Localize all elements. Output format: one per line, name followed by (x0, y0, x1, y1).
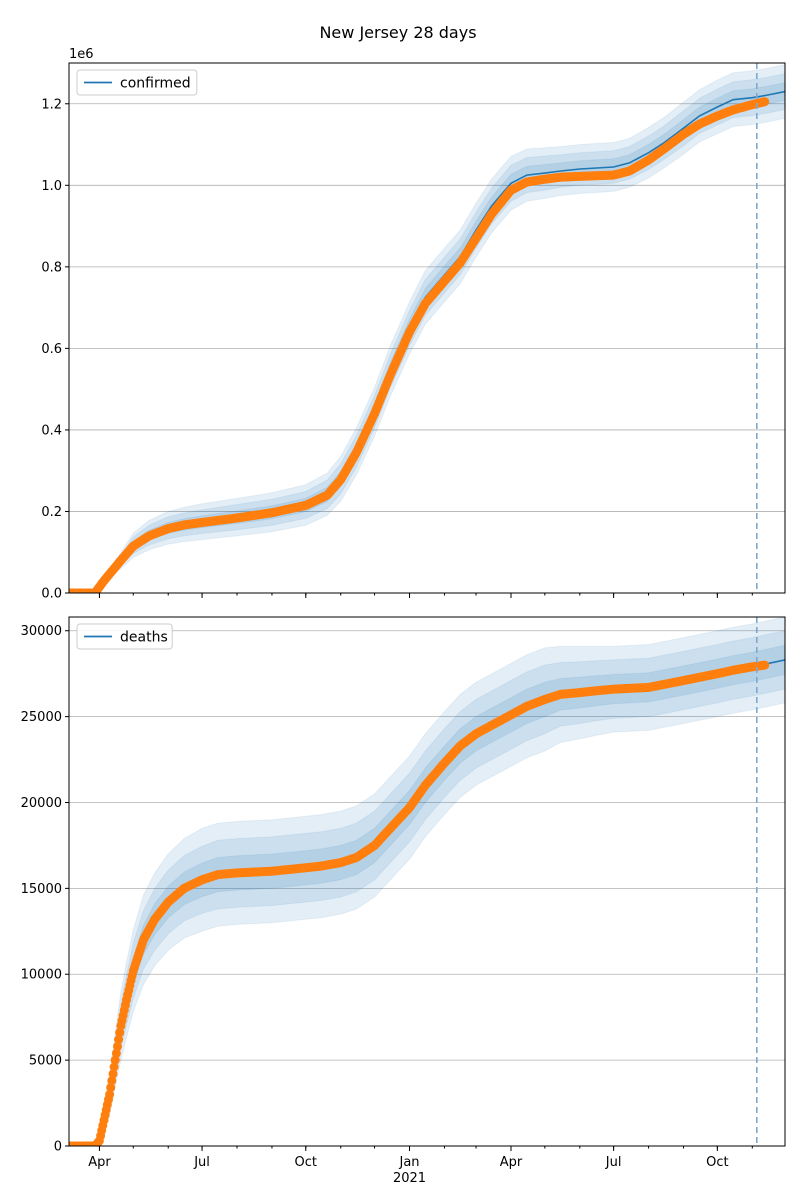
y-tick-label: 0.8 (41, 260, 62, 275)
confirmed-chart: 0.0 0.2 0.4 0.6 0.8 1.0 1.2 1e6 confirmed (41, 47, 786, 602)
x-tick-label: Apr (88, 1155, 111, 1170)
legend-box (76, 69, 198, 96)
x-tick-label: Jul (193, 1155, 210, 1170)
deaths-chart: 0 5000 10000 15000 20000 25000 30000 Apr Jul Oct J… (21, 616, 786, 1186)
y-tick-label: 15000 (21, 882, 62, 897)
observed-point (107, 1076, 117, 1086)
y-tick-label: 30000 (21, 624, 62, 639)
observed-point (109, 1062, 119, 1072)
y-tick-label: 20000 (21, 796, 62, 811)
y-tick-label: 0 (54, 1140, 62, 1155)
legend-box (76, 623, 173, 650)
y-tick-label: 0.2 (41, 505, 62, 520)
observed-point (115, 1028, 125, 1038)
grid-lines (69, 630, 785, 1061)
x-tick-label: Jul (605, 1155, 622, 1170)
y-tick-label: 0.0 (41, 587, 62, 602)
x-year-label: 2021 (393, 1171, 426, 1186)
figure-title: New Jersey 28 days (319, 23, 476, 42)
legend: confirmed (76, 69, 198, 96)
observed-points (69, 660, 770, 1146)
y-axis: 0.0 0.2 0.4 0.6 0.8 1.0 1.2 1e6 (41, 47, 93, 602)
y-tick-label: 1.0 (41, 179, 62, 194)
axes-frame (68, 616, 786, 1147)
y-tick-label: 0.6 (41, 342, 62, 357)
y-tick-label: 5000 (29, 1054, 62, 1069)
legend-label: deaths (120, 630, 168, 646)
y-tick-label: 25000 (21, 710, 62, 725)
observed-point (106, 1083, 116, 1093)
y-offset-label: 1e6 (69, 47, 94, 62)
forecast-band-inner (69, 644, 785, 1146)
x-tick-label: Oct (706, 1155, 728, 1170)
plot-area (69, 617, 785, 1146)
x-axis: Apr Jul Oct Jan Apr Jul Oct 2021 (88, 1146, 753, 1186)
legend-label: confirmed (120, 76, 191, 92)
y-tick-label: 1.2 (41, 97, 62, 112)
observed-point (114, 1035, 124, 1044)
legend: deaths (76, 623, 173, 650)
observed-point (760, 97, 770, 107)
observed-point (113, 1041, 122, 1051)
axes-frame (68, 62, 786, 594)
x-axis (98, 593, 753, 598)
observed-point (105, 1090, 115, 1099)
x-tick-label: Oct (295, 1155, 317, 1170)
observed-point (108, 1069, 118, 1079)
plot-area (69, 64, 785, 593)
observed-point (110, 1055, 120, 1065)
y-tick-label: 0.4 (41, 423, 62, 438)
y-axis: 0 5000 10000 15000 20000 25000 30000 (21, 624, 69, 1155)
y-tick-label: 10000 (21, 968, 62, 983)
forecast-band-outer (69, 617, 785, 1146)
observed-points (69, 97, 770, 593)
x-tick-label: Apr (500, 1155, 523, 1170)
x-tick-label: Jan (398, 1155, 419, 1170)
observed-point (111, 1048, 121, 1058)
observed-point (760, 660, 770, 670)
forecast-band-mid (69, 630, 785, 1146)
grid-lines (69, 103, 785, 512)
